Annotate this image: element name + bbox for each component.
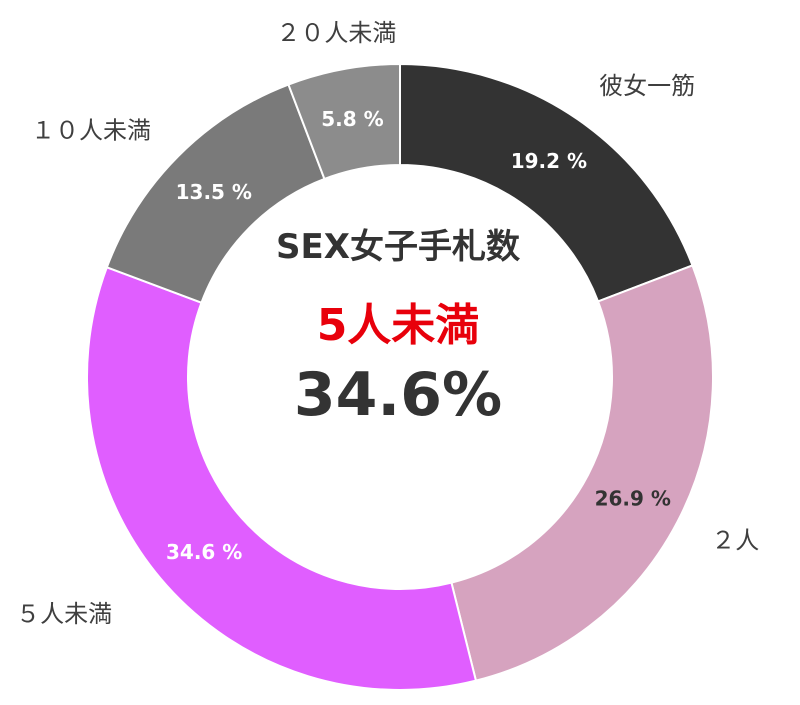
category-labels-group: 彼女一筋 ２人 ５人未満 １０人未満 ２０人未満 xyxy=(16,19,759,628)
category-label-1: 彼女一筋 xyxy=(599,72,695,100)
value-label-3: 34.6 % xyxy=(166,540,242,564)
category-label-5: ２０人未満 xyxy=(276,19,396,47)
center-title: SEX女子手札数 xyxy=(276,227,520,267)
value-label-2: 26.9 % xyxy=(595,486,671,510)
value-label-5: 5.8 % xyxy=(321,107,383,131)
slice-5 xyxy=(287,62,401,181)
center-highlight-category: 5人未満 xyxy=(317,300,480,351)
category-label-2: ２人 xyxy=(711,526,759,554)
category-label-3: ５人未満 xyxy=(16,600,112,628)
value-label-4: 13.5 % xyxy=(176,180,252,204)
slice-2 xyxy=(450,264,714,682)
center-text: SEX女子手札数 5人未満 34.6% xyxy=(276,227,520,430)
value-label-1: 19.2 % xyxy=(511,149,587,173)
slice-3 xyxy=(86,265,478,691)
center-highlight-value: 34.6% xyxy=(294,360,502,430)
value-labels-group: 19.2 % 26.9 % 34.6 % 13.5 % 5.8 % xyxy=(166,107,671,564)
category-label-4: １０人未満 xyxy=(31,117,151,145)
slices-group xyxy=(86,62,714,691)
